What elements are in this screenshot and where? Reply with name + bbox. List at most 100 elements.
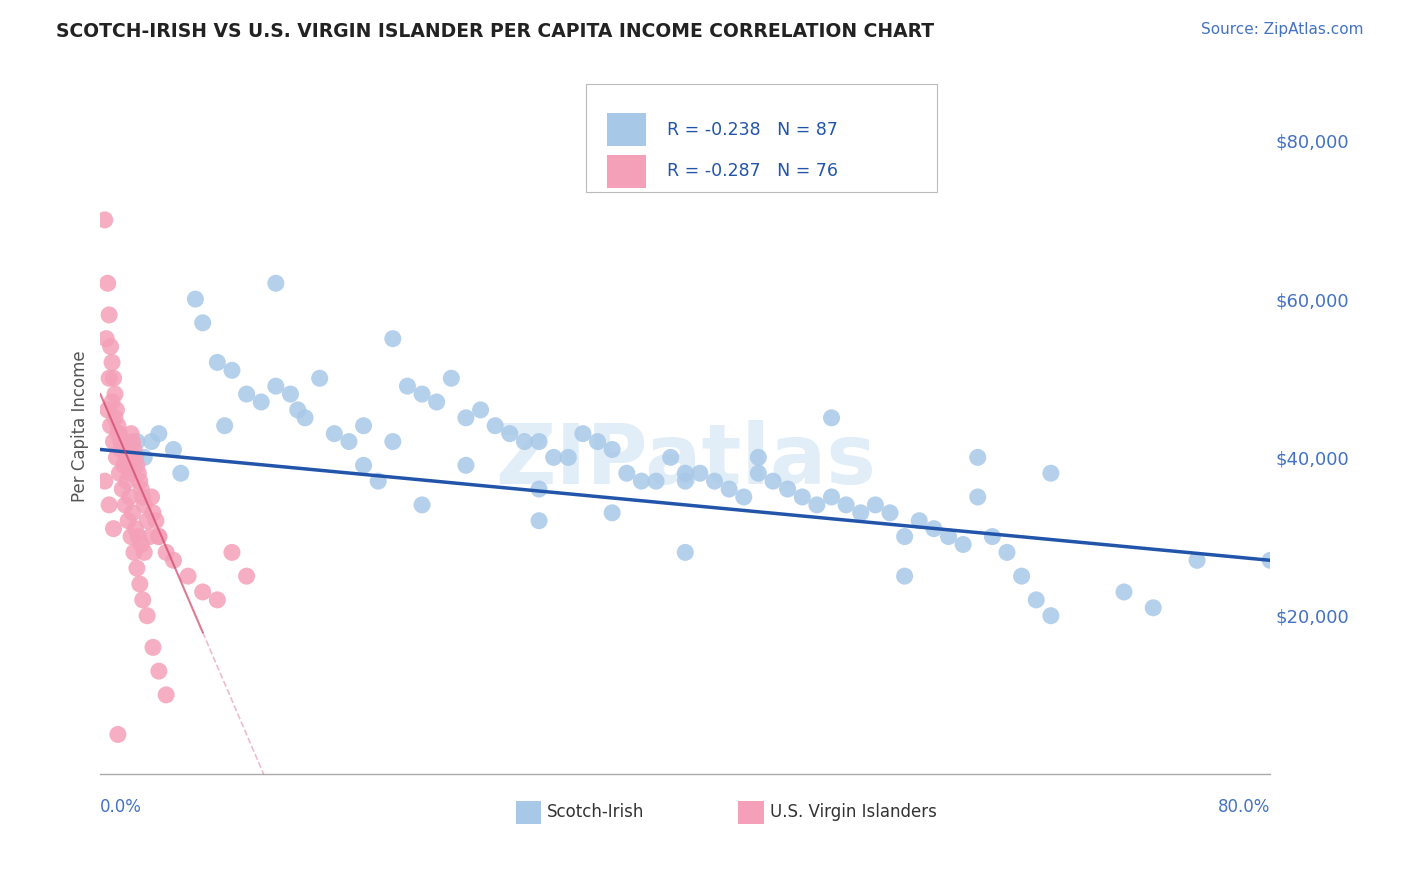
Point [103, 434, 125, 449]
Text: 80.0%: 80.0% [1218, 798, 1270, 816]
Point [117, 458, 139, 473]
Point [122, 545, 145, 559]
Point [1039, 467, 1062, 481]
Point [470, 403, 492, 417]
Point [454, 458, 477, 473]
Point [294, 410, 316, 425]
Point [396, 379, 419, 393]
Point [337, 434, 360, 449]
Point [139, 530, 162, 544]
Point [981, 530, 1004, 544]
Point [96, 332, 118, 346]
Point [103, 522, 125, 536]
Point [114, 442, 136, 457]
Point [145, 514, 167, 528]
Point [136, 608, 159, 623]
Point [108, 467, 131, 481]
Point [129, 482, 152, 496]
Point [747, 450, 769, 465]
Point [122, 442, 145, 457]
Point [103, 371, 125, 385]
Point [115, 474, 138, 488]
Point [586, 434, 609, 449]
Point [922, 522, 945, 536]
Point [1112, 585, 1135, 599]
FancyBboxPatch shape [586, 85, 936, 193]
Point [93, 213, 115, 227]
Point [148, 426, 170, 441]
Point [645, 474, 668, 488]
Point [235, 569, 257, 583]
Point [689, 467, 711, 481]
Bar [607, 113, 645, 146]
Point [124, 522, 146, 536]
Point [543, 450, 565, 465]
Point [499, 426, 522, 441]
Point [806, 498, 828, 512]
Point [952, 537, 974, 551]
Point [148, 530, 170, 544]
Point [673, 474, 696, 488]
Point [112, 434, 135, 449]
Point [104, 410, 127, 425]
Point [110, 442, 132, 457]
Point [148, 664, 170, 678]
Point [107, 418, 129, 433]
Point [820, 490, 842, 504]
Point [849, 506, 872, 520]
Point [308, 371, 330, 385]
Point [353, 418, 375, 433]
Point [127, 530, 149, 544]
Point [865, 498, 887, 512]
Point [108, 426, 131, 441]
Text: Source: ZipAtlas.com: Source: ZipAtlas.com [1201, 22, 1364, 37]
Point [527, 482, 550, 496]
Text: ZIPatlas: ZIPatlas [495, 420, 876, 501]
Point [893, 569, 915, 583]
Bar [738, 801, 763, 824]
Point [115, 450, 138, 465]
Point [118, 467, 141, 481]
Point [142, 640, 165, 655]
Point [155, 688, 177, 702]
Point [820, 410, 842, 425]
Point [118, 490, 141, 504]
Point [484, 418, 506, 433]
Point [191, 585, 214, 599]
Point [264, 379, 287, 393]
Point [616, 467, 638, 481]
Text: U.S. Virgin Islanders: U.S. Virgin Islanders [769, 804, 936, 822]
Text: Scotch-Irish: Scotch-Irish [547, 804, 644, 822]
Point [659, 450, 682, 465]
Point [323, 426, 346, 441]
Point [264, 277, 287, 291]
Point [995, 545, 1018, 559]
Point [513, 434, 536, 449]
Point [105, 450, 128, 465]
Point [136, 514, 159, 528]
Point [600, 442, 623, 457]
Point [235, 387, 257, 401]
Point [762, 474, 785, 488]
Point [120, 530, 142, 544]
Point [104, 387, 127, 401]
Point [128, 577, 150, 591]
Point [908, 514, 931, 528]
Point [411, 387, 433, 401]
Point [129, 537, 152, 551]
Point [121, 434, 143, 449]
Point [112, 458, 135, 473]
Point [893, 530, 915, 544]
Point [100, 340, 122, 354]
Point [221, 363, 243, 377]
Point [100, 418, 122, 433]
Point [97, 277, 120, 291]
Point [703, 474, 725, 488]
Point [97, 403, 120, 417]
Y-axis label: Per Capita Income: Per Capita Income [72, 350, 89, 501]
Point [101, 355, 124, 369]
Point [1039, 608, 1062, 623]
Point [440, 371, 463, 385]
Bar [516, 801, 541, 824]
Point [120, 426, 142, 441]
